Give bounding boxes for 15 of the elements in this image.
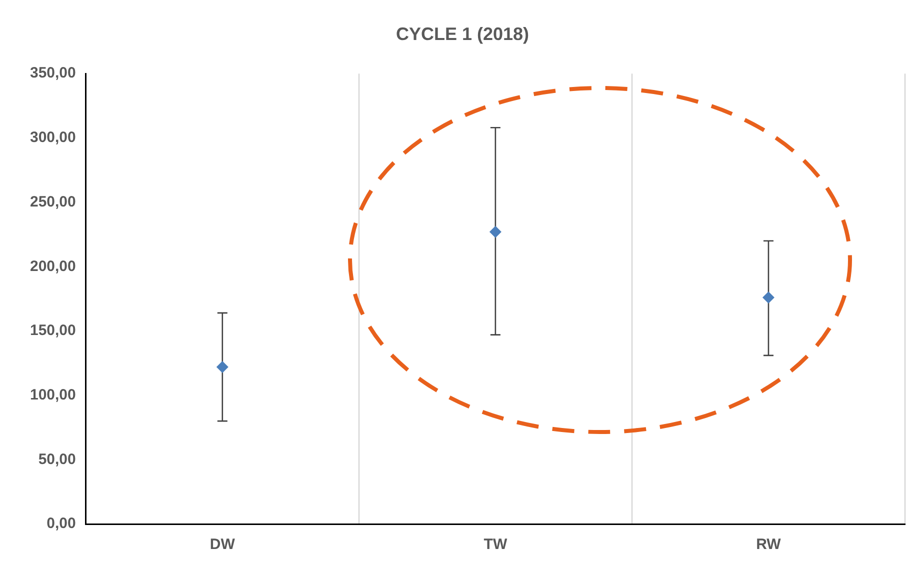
- x-tick-label: TW: [484, 536, 508, 554]
- y-tick-label: 300,00: [30, 129, 76, 146]
- point: [216, 361, 228, 374]
- x-tick-label: RW: [756, 536, 782, 554]
- x-tick-label: DW: [210, 536, 236, 554]
- chart-title: CYCLE 1 (2018): [396, 24, 530, 44]
- y-tick-label: 250,00: [30, 193, 76, 210]
- y-tick-label: 350,00: [30, 64, 76, 82]
- point: [489, 226, 502, 238]
- y-tick-label: 200,00: [30, 258, 76, 275]
- y-tick-label: 100,00: [30, 386, 76, 404]
- y-tick-label: 0,00: [46, 515, 76, 532]
- point: [762, 292, 774, 304]
- y-tick-label: 150,00: [30, 322, 76, 340]
- y-tick-label: 50,00: [38, 450, 76, 468]
